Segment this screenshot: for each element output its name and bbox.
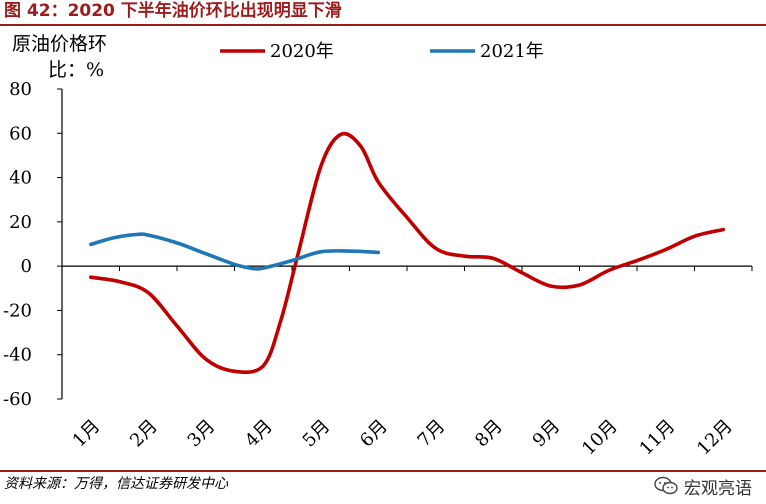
- y-tick-label: -60: [3, 389, 32, 410]
- series-line-2: [89, 232, 381, 271]
- x-tick-label: 6月: [356, 416, 392, 452]
- figure-title: 图 42：2020 下半年油价环比出现明显下滑: [0, 0, 766, 26]
- y-tick-label: 40: [9, 168, 32, 189]
- y-tick-label: 60: [9, 123, 32, 144]
- watermark: 宏观亮语: [654, 474, 752, 499]
- y-axis-label: 原油价格环 比：%: [12, 33, 107, 81]
- y-tick-label: -20: [3, 300, 32, 321]
- x-tick-label: 1月: [69, 416, 105, 452]
- line-chart: 原油价格环 比：% 2020年 2021年 1月 2月 3月 4月 5月 6月 7月 8月 9月 1…: [3, 33, 753, 460]
- x-tick-label: 4月: [241, 416, 277, 452]
- y-tick-label: -40: [3, 345, 32, 366]
- wechat-icon: [654, 476, 678, 495]
- x-tick-label: 3月: [184, 416, 220, 452]
- x-tick-labels: 1月 2月 3月 4月 5月 6月 7月 8月 9月 10月 11月 12月: [69, 416, 737, 460]
- y-axis-label-line2: 比：%: [48, 59, 104, 81]
- y-tick-label: 0: [21, 256, 32, 277]
- axes: [57, 88, 753, 400]
- watermark-text: 宏观亮语: [684, 478, 752, 499]
- x-tick-label: 7月: [414, 416, 450, 452]
- source-note: 资料来源：万得，信达证券研发中心: [0, 470, 766, 504]
- legend-label-1: 2020年: [270, 41, 334, 62]
- x-tick-label: 10月: [578, 416, 622, 460]
- series-line-1: [89, 131, 726, 375]
- series-lines: [89, 131, 726, 375]
- legend: 2020年 2021年: [220, 41, 544, 62]
- y-tick-label: 20: [9, 212, 32, 233]
- legend-label-2: 2021年: [480, 41, 544, 62]
- x-tick-label: 8月: [471, 416, 507, 452]
- x-tick-label: 2月: [126, 416, 162, 452]
- x-tick-label: 11月: [636, 416, 680, 460]
- y-tick-labels: 80 60 40 20 0 -20 -40 -60: [3, 79, 32, 410]
- y-tick-label: 80: [9, 79, 32, 100]
- x-tick-label: 12月: [693, 416, 737, 460]
- x-tick-label: 9月: [529, 416, 565, 452]
- x-tick-label: 5月: [299, 416, 335, 452]
- y-axis-label-line1: 原油价格环: [12, 33, 107, 55]
